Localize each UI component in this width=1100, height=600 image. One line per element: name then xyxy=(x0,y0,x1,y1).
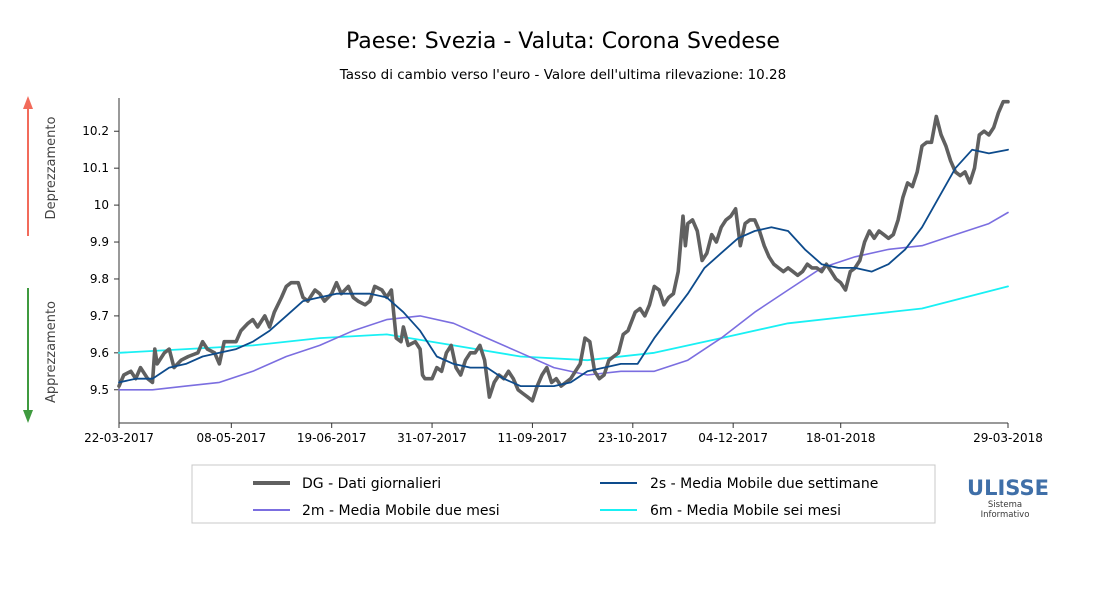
legend-label-daily: DG - Dati giornalieri xyxy=(302,476,441,492)
x-tick-label: 11-09-2017 xyxy=(498,431,568,445)
y-tick-label: 9.5 xyxy=(90,383,109,397)
legend-label-ma2s: 2s - Media Mobile due settimane xyxy=(650,476,878,492)
y-tick-label: 10 xyxy=(94,198,109,212)
x-tick-label: 04-12-2017 xyxy=(698,431,768,445)
series-line-ma2s xyxy=(118,148,1009,387)
series-line-ma2m xyxy=(118,211,1009,391)
ulisse-logo: ULISSE Sistema Informativo xyxy=(967,476,1049,520)
x-tick-label: 08-05-2017 xyxy=(196,431,266,445)
chart-title: Paese: Svezia - Valuta: Corona Svedese xyxy=(346,29,780,54)
series-line-daily xyxy=(117,99,1010,403)
legend-label-ma2m: 2m - Media Mobile due mesi xyxy=(302,503,500,519)
legend-item-ma2m: 2m - Media Mobile due mesi xyxy=(253,503,500,519)
series-layer xyxy=(117,99,1010,403)
x-tick-label: 29-03-2018 xyxy=(973,431,1043,445)
y-tick-label: 9.6 xyxy=(90,346,109,360)
y-tick-label: 10.2 xyxy=(82,124,109,138)
legend-item-ma2s: 2s - Media Mobile due settimane xyxy=(600,476,878,492)
y-tick-label: 9.8 xyxy=(90,272,109,286)
legend-item-daily: DG - Dati giornalieri xyxy=(253,476,441,492)
svg-text:ULISSE: ULISSE xyxy=(967,476,1049,500)
depreciation-label: Deprezzamento xyxy=(44,117,59,220)
x-tick-label: 22-03-2017 xyxy=(84,431,154,445)
series-line-ma6m xyxy=(118,285,1009,362)
legend-item-ma6m: 6m - Media Mobile sei mesi xyxy=(600,503,841,519)
appreciation-label: Apprezzamento xyxy=(44,301,59,403)
legend-box xyxy=(191,464,936,524)
x-ticks: 22-03-2017 08-05-2017 19-06-2017 31-07-2017… xyxy=(84,423,1043,445)
y-tick-label: 9.9 xyxy=(90,235,109,249)
chart-subtitle: Tasso di cambio verso l'euro - Valore de… xyxy=(339,67,787,83)
depreciation-arrow xyxy=(23,96,33,236)
legend-label-ma6m: 6m - Media Mobile sei mesi xyxy=(650,503,841,519)
y-tick-label: 9.7 xyxy=(90,309,109,323)
x-tick-label: 19-06-2017 xyxy=(297,431,367,445)
x-tick-label: 23-10-2017 xyxy=(598,431,668,445)
x-tick-label: 18-01-2018 xyxy=(806,431,876,445)
appreciation-arrow xyxy=(23,288,33,423)
x-tick-label: 31-07-2017 xyxy=(397,431,467,445)
y-ticks: 9.5 9.6 9.7 9.8 9.9 10 10.1 10.2 xyxy=(82,124,119,397)
svg-text:Sistema: Sistema xyxy=(988,500,1022,510)
y-tick-label: 10.1 xyxy=(82,161,109,175)
svg-text:Informativo: Informativo xyxy=(981,510,1030,520)
